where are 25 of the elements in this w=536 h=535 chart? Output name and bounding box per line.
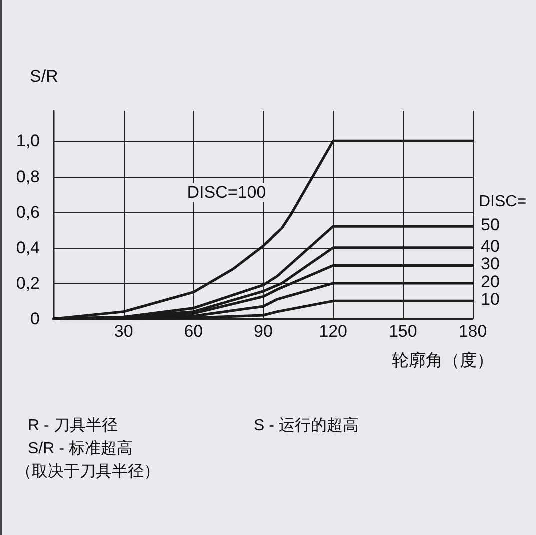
y-tick-label: 0,2 <box>16 274 40 293</box>
text: R - 刀具半径 <box>28 416 118 434</box>
y-tick-label: 0,4 <box>16 238 40 258</box>
x-tick-label: 120 <box>319 322 348 341</box>
y-axis-title: S/R <box>30 67 58 86</box>
text: （取决于刀具半径） <box>16 462 160 480</box>
y-tick-label: 0 <box>30 310 40 328</box>
y-tick-label: 1,0 <box>16 132 40 151</box>
text: S - 运行的超高 <box>254 416 359 434</box>
x-tick-label: 180 <box>458 322 488 341</box>
text: DISC= <box>479 194 527 210</box>
series-label: 30 <box>481 254 500 274</box>
y-tick-label: 0,8 <box>16 167 40 186</box>
x-tick-label: 30 <box>114 322 134 341</box>
series-label: DISC=100 <box>187 183 266 202</box>
x-tick-label: 90 <box>254 322 273 341</box>
x-tick-label: 150 <box>388 322 418 341</box>
series-label: 40 <box>481 236 500 256</box>
x-tick-label: 60 <box>184 322 204 341</box>
text: S/R - 标准超高 <box>28 440 133 458</box>
series-label: 20 <box>481 272 500 292</box>
y-tick-label: 0,6 <box>16 202 40 222</box>
series-label: 10 <box>481 290 500 310</box>
series-label: 50 <box>481 216 500 235</box>
x-axis-title: 轮廓角（度） <box>392 351 494 370</box>
